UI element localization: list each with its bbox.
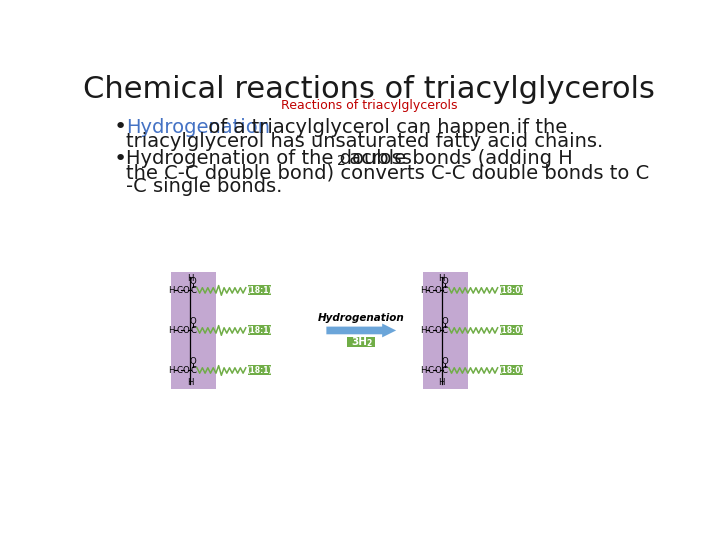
Text: (18:0): (18:0) — [498, 366, 525, 375]
Text: across: across — [343, 149, 412, 168]
Text: O: O — [189, 357, 197, 366]
Text: Chemical reactions of triacylglycerols: Chemical reactions of triacylglycerols — [83, 75, 655, 104]
Text: H: H — [168, 326, 175, 335]
Text: O: O — [441, 316, 449, 326]
FancyBboxPatch shape — [347, 336, 375, 347]
Text: H: H — [168, 286, 175, 295]
Text: •: • — [113, 148, 127, 168]
FancyBboxPatch shape — [171, 272, 216, 389]
Text: 3H: 3H — [351, 337, 367, 347]
Text: O: O — [435, 326, 441, 335]
Text: H: H — [186, 274, 193, 282]
Text: C: C — [442, 286, 448, 295]
Text: H: H — [168, 366, 175, 375]
Text: (18:1): (18:1) — [247, 286, 273, 295]
Text: •: • — [113, 117, 127, 137]
FancyBboxPatch shape — [500, 286, 523, 295]
Text: -C single bonds.: -C single bonds. — [126, 177, 282, 196]
Text: C: C — [428, 326, 434, 335]
Text: of a triacylglycerol can happen if the: of a triacylglycerol can happen if the — [202, 118, 567, 137]
Text: O: O — [183, 326, 189, 335]
Text: O: O — [435, 286, 441, 295]
Text: (18:0): (18:0) — [498, 326, 525, 335]
Text: C: C — [442, 366, 448, 375]
Text: H: H — [438, 274, 445, 282]
Text: triacylglycerol has unsaturated fatty acid chains.: triacylglycerol has unsaturated fatty ac… — [126, 132, 603, 151]
Text: C: C — [176, 326, 182, 335]
Text: the C-C double bond) converts C-C double bonds to C: the C-C double bond) converts C-C double… — [126, 163, 649, 182]
Text: (18:0): (18:0) — [498, 286, 525, 295]
Text: Hydrogenation: Hydrogenation — [318, 313, 405, 323]
Text: O: O — [435, 366, 441, 375]
Text: O: O — [183, 366, 189, 375]
FancyBboxPatch shape — [248, 326, 271, 335]
Text: C: C — [428, 286, 434, 295]
Text: H: H — [186, 379, 193, 387]
Text: C: C — [190, 326, 196, 335]
FancyBboxPatch shape — [248, 286, 271, 295]
Text: H: H — [420, 326, 426, 335]
Text: Reactions of triacylglycerols: Reactions of triacylglycerols — [281, 99, 457, 112]
FancyBboxPatch shape — [423, 272, 468, 389]
Text: Hydrogenation: Hydrogenation — [126, 118, 270, 137]
Text: 2: 2 — [366, 339, 372, 348]
Text: O: O — [183, 286, 189, 295]
FancyBboxPatch shape — [500, 326, 523, 335]
Text: C: C — [176, 286, 182, 295]
Text: C: C — [190, 286, 196, 295]
Text: Hydrogenation of the double bonds (adding H: Hydrogenation of the double bonds (addin… — [126, 149, 572, 168]
Text: 2: 2 — [337, 154, 346, 168]
Text: H: H — [420, 286, 426, 295]
Text: O: O — [441, 276, 449, 286]
FancyBboxPatch shape — [248, 366, 271, 375]
Text: C: C — [190, 366, 196, 375]
Text: O: O — [441, 357, 449, 366]
Text: C: C — [176, 366, 182, 375]
Text: H: H — [420, 366, 426, 375]
Text: H: H — [438, 379, 445, 387]
Text: (18:1): (18:1) — [247, 366, 273, 375]
FancyArrow shape — [326, 323, 396, 338]
FancyBboxPatch shape — [500, 366, 523, 375]
Text: (18:1): (18:1) — [247, 326, 273, 335]
Text: O: O — [189, 276, 197, 286]
Text: O: O — [189, 316, 197, 326]
Text: C: C — [442, 326, 448, 335]
Text: C: C — [428, 366, 434, 375]
